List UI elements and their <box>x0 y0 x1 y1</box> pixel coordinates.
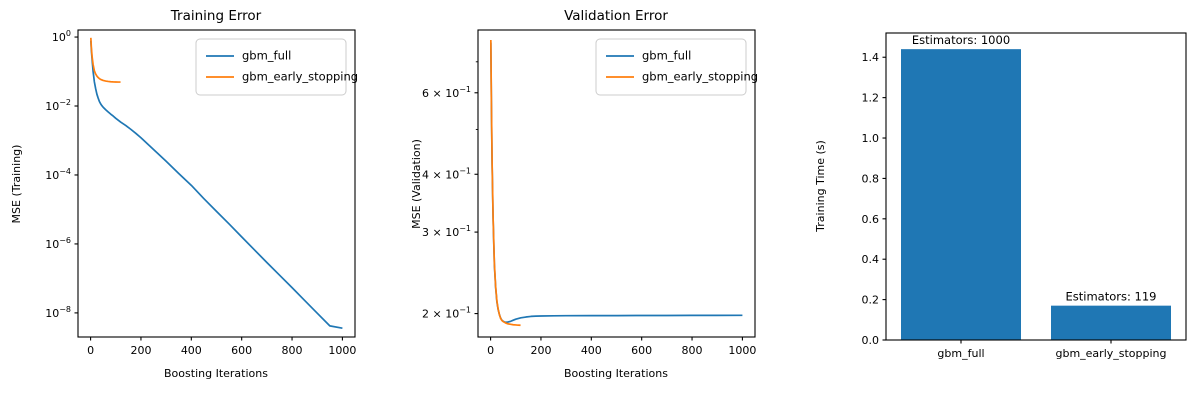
va-yticklabel: 2 × 10−1 <box>422 306 471 321</box>
training-error-ylabel: MSE (Training) <box>10 145 23 224</box>
validation-error-ylabel: MSE (Validation) <box>410 139 423 229</box>
va-legend-label: gbm_full <box>642 49 691 63</box>
training-time-yticklabel: 1.2 <box>862 92 880 105</box>
tr-xticklabel: 1000 <box>328 344 356 357</box>
tr-legend-label: gbm_full <box>242 49 291 63</box>
tr-yticklabel: 10−6 <box>45 236 71 251</box>
tr-xticklabel: 0 <box>87 344 94 357</box>
tr-yticklabel: 10−4 <box>45 167 71 182</box>
va-xticklabel: 400 <box>581 344 602 357</box>
va-legend-label: gbm_early_stopping <box>642 70 758 84</box>
tr-legend-label: gbm_early_stopping <box>242 70 358 84</box>
tr-line-gbm_full <box>89 40 343 330</box>
training-time-plot-frame <box>885 32 1187 341</box>
va-yticklabel: 6 × 10−1 <box>422 85 471 100</box>
tr-legend-box <box>195 38 347 96</box>
validation-error-chart: Validation Error Boosting Iterations MSE… <box>410 8 758 380</box>
training-time-bars[interactable]: Estimators: 1000 Estimators: 119 <box>901 33 1171 340</box>
training-time-yticklabel: 0.0 <box>862 334 880 347</box>
tr-xticklabel: 600 <box>231 344 252 357</box>
training-time-yticklabel: 0.8 <box>862 172 880 185</box>
va-xticklabel: 600 <box>631 344 652 357</box>
training-time-ylabel: Training Time (s) <box>814 140 827 233</box>
panel-training-error: Training Error Boosting Iterations MSE (… <box>0 0 400 400</box>
training-error-axes: 0 200 400 600 800 1000 100 10−2 10−4 10−6 10−8 <box>45 29 356 357</box>
bar-gbm_early_stopping[interactable] <box>1051 305 1171 340</box>
validation-error-plot-frame <box>477 29 756 338</box>
tr-yticklabel: 10−2 <box>45 98 71 113</box>
tr-line-gbm_early_stopping <box>89 37 121 83</box>
va-legend-box <box>595 38 747 96</box>
training-time-yticklabel: 0.4 <box>862 253 880 266</box>
va-xticklabel: 200 <box>530 344 551 357</box>
tr-xticklabel: 400 <box>181 344 202 357</box>
training-time-yticklabel: 0.2 <box>862 294 880 307</box>
bar-category-label: gbm_full <box>937 347 984 360</box>
tr-yticklabel: 10−8 <box>45 305 71 320</box>
validation-error-title: Validation Error <box>564 8 668 24</box>
training-error-chart: Training Error Boosting Iterations MSE (… <box>10 8 358 380</box>
panel-training-time: Training Time (s) 0.0 0.2 0.4 0.6 0.8 1.0 1.2 1… <box>800 0 1200 400</box>
tr-yticklabel: 100 <box>52 29 71 44</box>
training-time-yticklabel: 1.0 <box>862 132 880 145</box>
training-time-chart: Training Time (s) 0.0 0.2 0.4 0.6 0.8 1.0 1.2 1… <box>814 32 1187 360</box>
panel-validation-error: Validation Error Boosting Iterations MSE… <box>400 0 800 400</box>
training-time-axes: 0.0 0.2 0.4 0.6 0.8 1.0 1.2 1.4 gbm_full gbm_earl… <box>862 51 1167 360</box>
validation-error-axes: 0 200 400 600 800 1000 6 × 10−1 4 × 10−1 3 × 10−… <box>422 61 756 357</box>
va-line-gbm_early_stopping <box>489 40 521 327</box>
training-time-yticklabel: 0.6 <box>862 213 880 226</box>
training-time-yticklabel: 1.4 <box>862 51 880 64</box>
validation-error-series <box>489 40 743 327</box>
validation-error-legend[interactable]: gbm_full gbm_early_stopping <box>595 38 758 96</box>
va-xticklabel: 1000 <box>728 344 756 357</box>
bar-value-label: Estimators: 1000 <box>912 33 1010 47</box>
tr-xticklabel: 800 <box>282 344 303 357</box>
va-xticklabel: 800 <box>682 344 703 357</box>
validation-error-xlabel: Boosting Iterations <box>564 367 668 380</box>
bar-gbm_full[interactable] <box>901 49 1021 340</box>
training-error-series <box>89 37 343 330</box>
bar-category-label: gbm_early_stopping <box>1055 347 1166 360</box>
training-error-legend[interactable]: gbm_full gbm_early_stopping <box>195 38 358 96</box>
training-error-plot-frame <box>77 29 356 338</box>
va-yticklabel: 4 × 10−1 <box>422 166 471 181</box>
bar-value-label: Estimators: 119 <box>1066 290 1157 304</box>
va-xticklabel: 0 <box>487 344 494 357</box>
training-error-xlabel: Boosting Iterations <box>164 367 268 380</box>
va-yticklabel: 3 × 10−1 <box>422 224 471 239</box>
tr-xticklabel: 200 <box>130 344 151 357</box>
training-error-title: Training Error <box>170 8 262 24</box>
